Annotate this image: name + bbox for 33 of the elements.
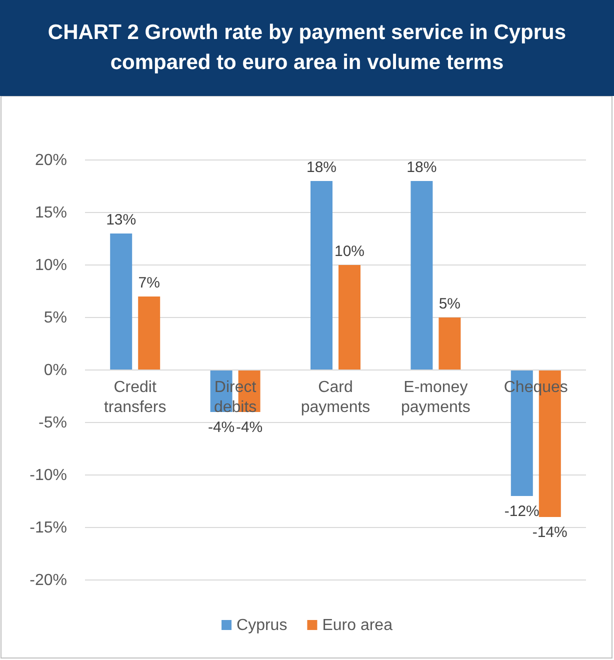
bar [338,265,360,370]
legend-label: Euro area [322,617,393,634]
y-tick-label: -15% [30,520,67,537]
data-label: 18% [406,159,437,176]
chart-title: CHART 2 Growth rate by payment service in Cyprus compared to euro area in volume terms [47,20,567,76]
bar [138,296,160,370]
bar [310,181,332,370]
y-tick-label: 15% [34,204,67,222]
y-tick-label: -20% [30,572,67,590]
data-label: -14% [532,524,568,541]
bar [110,234,132,370]
data-label: 13% [106,212,136,228]
x-tick-label: E-money payments [401,379,470,416]
x-tick-label: Direct debits [214,379,257,416]
y-tick-label: -5% [38,414,67,432]
data-label: -12% [504,503,540,520]
y-tick-label: -10% [30,467,67,484]
x-tick-label: Card payments [300,379,370,416]
bar [410,181,433,370]
data-label: 18% [306,159,337,176]
legend-label: Cyprus [236,617,288,634]
y-tick-label: 20% [34,152,67,170]
data-label: -4% [208,419,235,436]
data-label: 7% [138,274,160,292]
y-tick-label: 5% [44,310,67,327]
bar [438,318,461,370]
y-tick-label: 10% [34,257,67,274]
x-tick-label: Credit transfers [104,379,166,416]
data-label: -4% [236,419,263,436]
y-tick-label: 0% [44,362,67,380]
data-label: 10% [334,243,365,260]
data-label: 5% [438,296,461,312]
x-tick-label: Cheques [504,379,568,396]
